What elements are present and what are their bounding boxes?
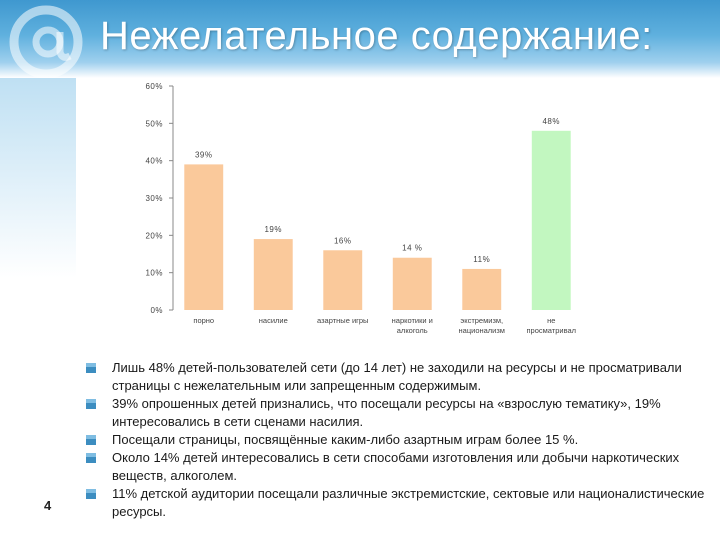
bullet-square-icon [86, 453, 96, 463]
x-category-label: экстремизм, [460, 316, 503, 325]
y-tick-label: 10% [145, 269, 163, 278]
bullet-item-4: Около 14% детей интересовались в сети сп… [84, 449, 714, 485]
at-sign-logo-icon [9, 5, 83, 78]
bar-value-label: 11% [473, 255, 490, 264]
bar [253, 239, 293, 310]
y-tick-label: 20% [145, 231, 163, 240]
bar [462, 268, 502, 310]
bullet-text: Около 14% детей интересовались в сети сп… [112, 450, 680, 483]
bullet-square-icon [86, 435, 96, 445]
bar-value-label: 19% [264, 225, 282, 234]
y-tick-label: 40% [145, 157, 163, 166]
bullet-square-icon [86, 363, 96, 373]
bullet-item-1: Лишь 48% детей-пользователей сети (до 14… [84, 359, 714, 395]
x-category-label: насилие [259, 316, 288, 325]
bullet-square-icon [86, 399, 96, 409]
bar [531, 130, 571, 310]
x-category-label: просматривал [526, 326, 576, 335]
bullet-item-2: 39% опрошенных детей признались, что пос… [84, 395, 714, 431]
left-decoration [0, 78, 76, 278]
bullet-list: Лишь 48% детей-пользователей сети (до 14… [84, 359, 714, 521]
bar-value-label: 48% [542, 117, 560, 126]
bullet-text: 11% детской аудитории посещали различные… [112, 486, 705, 519]
bullet-text: 39% опрошенных детей признались, что пос… [112, 396, 661, 429]
x-category-label: национализм [459, 326, 505, 335]
bar [323, 250, 363, 310]
bar-chart: 0% 10% 20% 30% 40% 50% 60% 39% порно 19% насилие 16… [145, 82, 576, 335]
y-tick-label: 60% [145, 82, 163, 91]
bullet-text: Лишь 48% детей-пользователей сети (до 14… [112, 360, 682, 393]
bar-value-label: 14 % [402, 244, 422, 253]
bullet-item-3: Посещали страницы, посвящённые каким-либ… [84, 431, 714, 449]
bar-value-label: 16% [334, 236, 352, 245]
x-category-label: порно [193, 316, 214, 325]
page-number: 4 [44, 498, 52, 513]
bar [184, 164, 224, 310]
x-category-label: азартные игры [317, 316, 368, 325]
x-category-label: алкоголь [397, 326, 428, 335]
bullet-square-icon [86, 489, 96, 499]
x-category-label: наркотики и [392, 316, 433, 325]
bar [392, 257, 432, 310]
bar-value-label: 39% [195, 150, 213, 159]
y-tick-label: 0% [150, 306, 163, 315]
bullet-text: Посещали страницы, посвящённые каким-либ… [112, 432, 579, 447]
y-tick-label: 50% [145, 119, 163, 128]
bullet-item-5: 11% детской аудитории посещали различные… [84, 485, 714, 521]
slide-title: Нежелательное содержание: [100, 14, 653, 58]
slide-header: Нежелательное содержание: [0, 0, 720, 78]
y-tick-label: 30% [145, 194, 163, 203]
x-category-label: не [547, 316, 555, 325]
